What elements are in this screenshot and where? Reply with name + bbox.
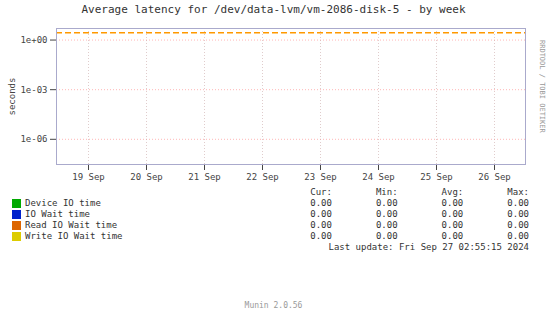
- html-text:RRDTOOL / TOBI OETIKER: RRDTOOL / TOBI OETIKER: [538, 40, 546, 133]
- html-text:0.00: 0.00: [441, 219, 464, 230]
- svg-text:1e-06: 1e-06: [20, 134, 47, 144]
- html-text:Munin 2.0.56: Munin 2.0.56: [244, 301, 303, 310]
- html-text:IO Wait time: IO Wait time: [25, 208, 90, 219]
- html-text:0.00: 0.00: [375, 219, 398, 230]
- html-text:Write IO Wait time: Write IO Wait time: [25, 230, 123, 241]
- svg-text:1e+00: 1e+00: [20, 35, 47, 45]
- html-text:Cur:: Cur:: [310, 186, 332, 197]
- html-text:0.00: 0.00: [310, 219, 332, 230]
- html-text:0.00: 0.00: [507, 208, 529, 219]
- html-text:0.00: 0.00: [310, 197, 332, 208]
- html-text:Read IO Wait time: Read IO Wait time: [25, 219, 118, 230]
- html-text:0.00: 0.00: [441, 197, 464, 208]
- html-text:Average latency for /dev/data-: Average latency for /dev/data-lvm/vm-208…: [81, 3, 466, 16]
- html-text:0.00: 0.00: [310, 230, 332, 241]
- svg-text:24 Sep: 24 Sep: [362, 172, 395, 182]
- html-text:Max:: Max:: [507, 186, 529, 197]
- svg-text:19 Sep: 19 Sep: [72, 172, 105, 182]
- svg-text:1e-03: 1e-03: [20, 85, 47, 95]
- svg-text:20 Sep: 20 Sep: [130, 172, 163, 182]
- svg-text:23 Sep: 23 Sep: [304, 172, 337, 182]
- html-text:0.00: 0.00: [441, 208, 464, 219]
- svg-text:22 Sep: 22 Sep: [246, 172, 279, 182]
- html-text:0.00: 0.00: [507, 219, 529, 230]
- html-text:0.00: 0.00: [375, 208, 398, 219]
- html-text:Last update: Fri Sep 27 02:55:: Last update: Fri Sep 27 02:55:15 2024: [328, 241, 529, 252]
- svg-text:25 Sep: 25 Sep: [420, 172, 453, 182]
- html-text:0.00: 0.00: [441, 230, 464, 241]
- html-text:0.00: 0.00: [310, 208, 332, 219]
- html-text:0.00: 0.00: [375, 230, 398, 241]
- html-text:0.00: 0.00: [375, 197, 398, 208]
- html-text:Min:: Min:: [375, 186, 398, 197]
- svg-text:26 Sep: 26 Sep: [478, 172, 511, 182]
- html-text:Avg:: Avg:: [441, 186, 464, 197]
- svg-text:seconds: seconds: [7, 78, 17, 116]
- html-text:Device IO time: Device IO time: [25, 197, 101, 208]
- svg-text:21 Sep: 21 Sep: [188, 172, 221, 182]
- html-text:0.00: 0.00: [507, 197, 529, 208]
- html-text:0.00: 0.00: [507, 230, 529, 241]
